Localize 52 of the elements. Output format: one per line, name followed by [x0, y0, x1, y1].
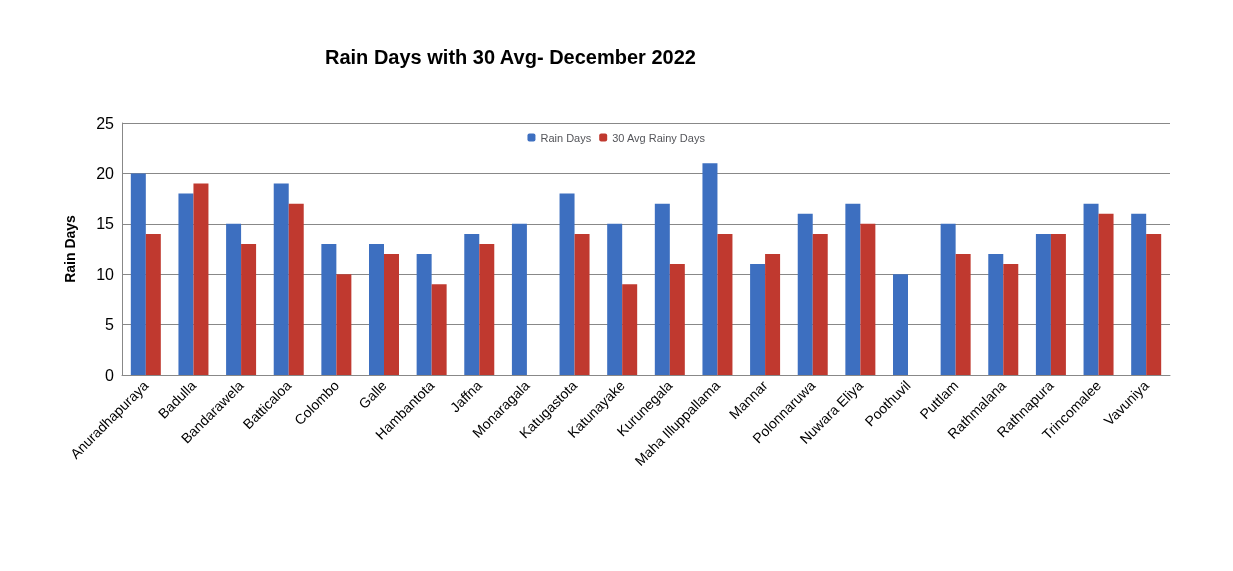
y-tick-label: 10 [96, 265, 115, 283]
y-tick-label: 25 [96, 114, 115, 132]
bar [384, 254, 399, 375]
bar [797, 213, 813, 375]
bar [702, 163, 718, 375]
bar [1035, 233, 1051, 375]
bar [369, 243, 384, 375]
bar [940, 223, 956, 375]
bar [1098, 213, 1114, 375]
bar [1050, 233, 1066, 375]
bar [464, 233, 480, 375]
bar [574, 233, 590, 375]
chart-title: Rain Days with 30 Avg- December 2022 [325, 46, 696, 68]
bar [1131, 213, 1147, 375]
bar [178, 193, 194, 375]
bar [145, 233, 161, 375]
legend-label: 30 Avg Rainy Days [612, 131, 706, 144]
bar [273, 183, 289, 375]
bar [479, 243, 495, 375]
y-tick-label: 15 [96, 215, 115, 233]
bar [241, 243, 257, 375]
bar [1003, 264, 1019, 375]
bar [336, 274, 352, 375]
y-tick-label: 20 [96, 164, 115, 182]
bar [750, 264, 766, 375]
bar [607, 223, 623, 375]
bar [288, 203, 304, 375]
bar [955, 254, 971, 375]
bar [559, 193, 575, 375]
bar [893, 274, 908, 375]
bar [765, 254, 781, 375]
bar [669, 264, 685, 375]
bar [654, 203, 670, 375]
y-tick-label: 5 [105, 316, 115, 334]
bar [416, 254, 432, 375]
y-axis-title: Rain Days [62, 214, 78, 283]
bar [812, 233, 828, 375]
bar [845, 203, 861, 375]
bar [226, 223, 242, 375]
bar [988, 254, 1004, 375]
bar [717, 233, 733, 375]
bar [431, 284, 447, 375]
bar [1146, 233, 1162, 375]
bar [321, 243, 337, 375]
bar [193, 183, 209, 375]
legend-label: Rain Days [540, 131, 592, 144]
bar [511, 223, 527, 375]
bar [860, 223, 876, 375]
bar [622, 284, 638, 375]
y-tick-label: 0 [105, 366, 115, 384]
bar [1083, 203, 1099, 375]
bar [130, 173, 146, 375]
